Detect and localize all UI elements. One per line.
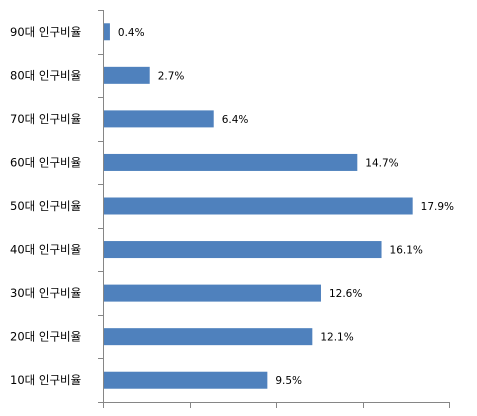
value-label: 2.7% xyxy=(158,70,185,82)
value-label: 9.5% xyxy=(275,375,302,387)
bars xyxy=(104,23,413,389)
value-label: 0.4% xyxy=(118,27,145,39)
bar xyxy=(104,328,313,346)
axes xyxy=(98,10,450,408)
bar xyxy=(104,110,214,128)
bar xyxy=(104,284,321,302)
value-label: 12.1% xyxy=(320,332,353,344)
labels: 90대 인구비율 0.4% 80대 인구비율 2.7% 70대 인구비율 6.4% 60대 … xyxy=(10,25,454,387)
value-label: 12.6% xyxy=(329,288,362,300)
category-label: 60대 인구비율 xyxy=(10,155,81,169)
value-label: 16.1% xyxy=(390,245,423,257)
category-label: 70대 인구비율 xyxy=(10,112,81,126)
category-label: 80대 인구비율 xyxy=(10,68,81,82)
category-label: 50대 인구비율 xyxy=(10,199,81,213)
bar xyxy=(104,241,382,259)
value-label: 6.4% xyxy=(222,114,249,126)
bar xyxy=(104,153,358,171)
category-label: 10대 인구비율 xyxy=(10,373,81,387)
bar xyxy=(104,371,268,389)
category-label: 40대 인구비율 xyxy=(10,243,81,257)
bar xyxy=(104,66,150,84)
category-label: 90대 인구비율 xyxy=(10,25,81,39)
bar xyxy=(104,23,110,41)
value-label: 17.9% xyxy=(421,201,454,213)
value-label: 14.7% xyxy=(365,157,398,169)
category-label: 20대 인구비율 xyxy=(10,330,81,344)
category-label: 30대 인구비율 xyxy=(10,286,81,300)
bar xyxy=(104,197,413,215)
